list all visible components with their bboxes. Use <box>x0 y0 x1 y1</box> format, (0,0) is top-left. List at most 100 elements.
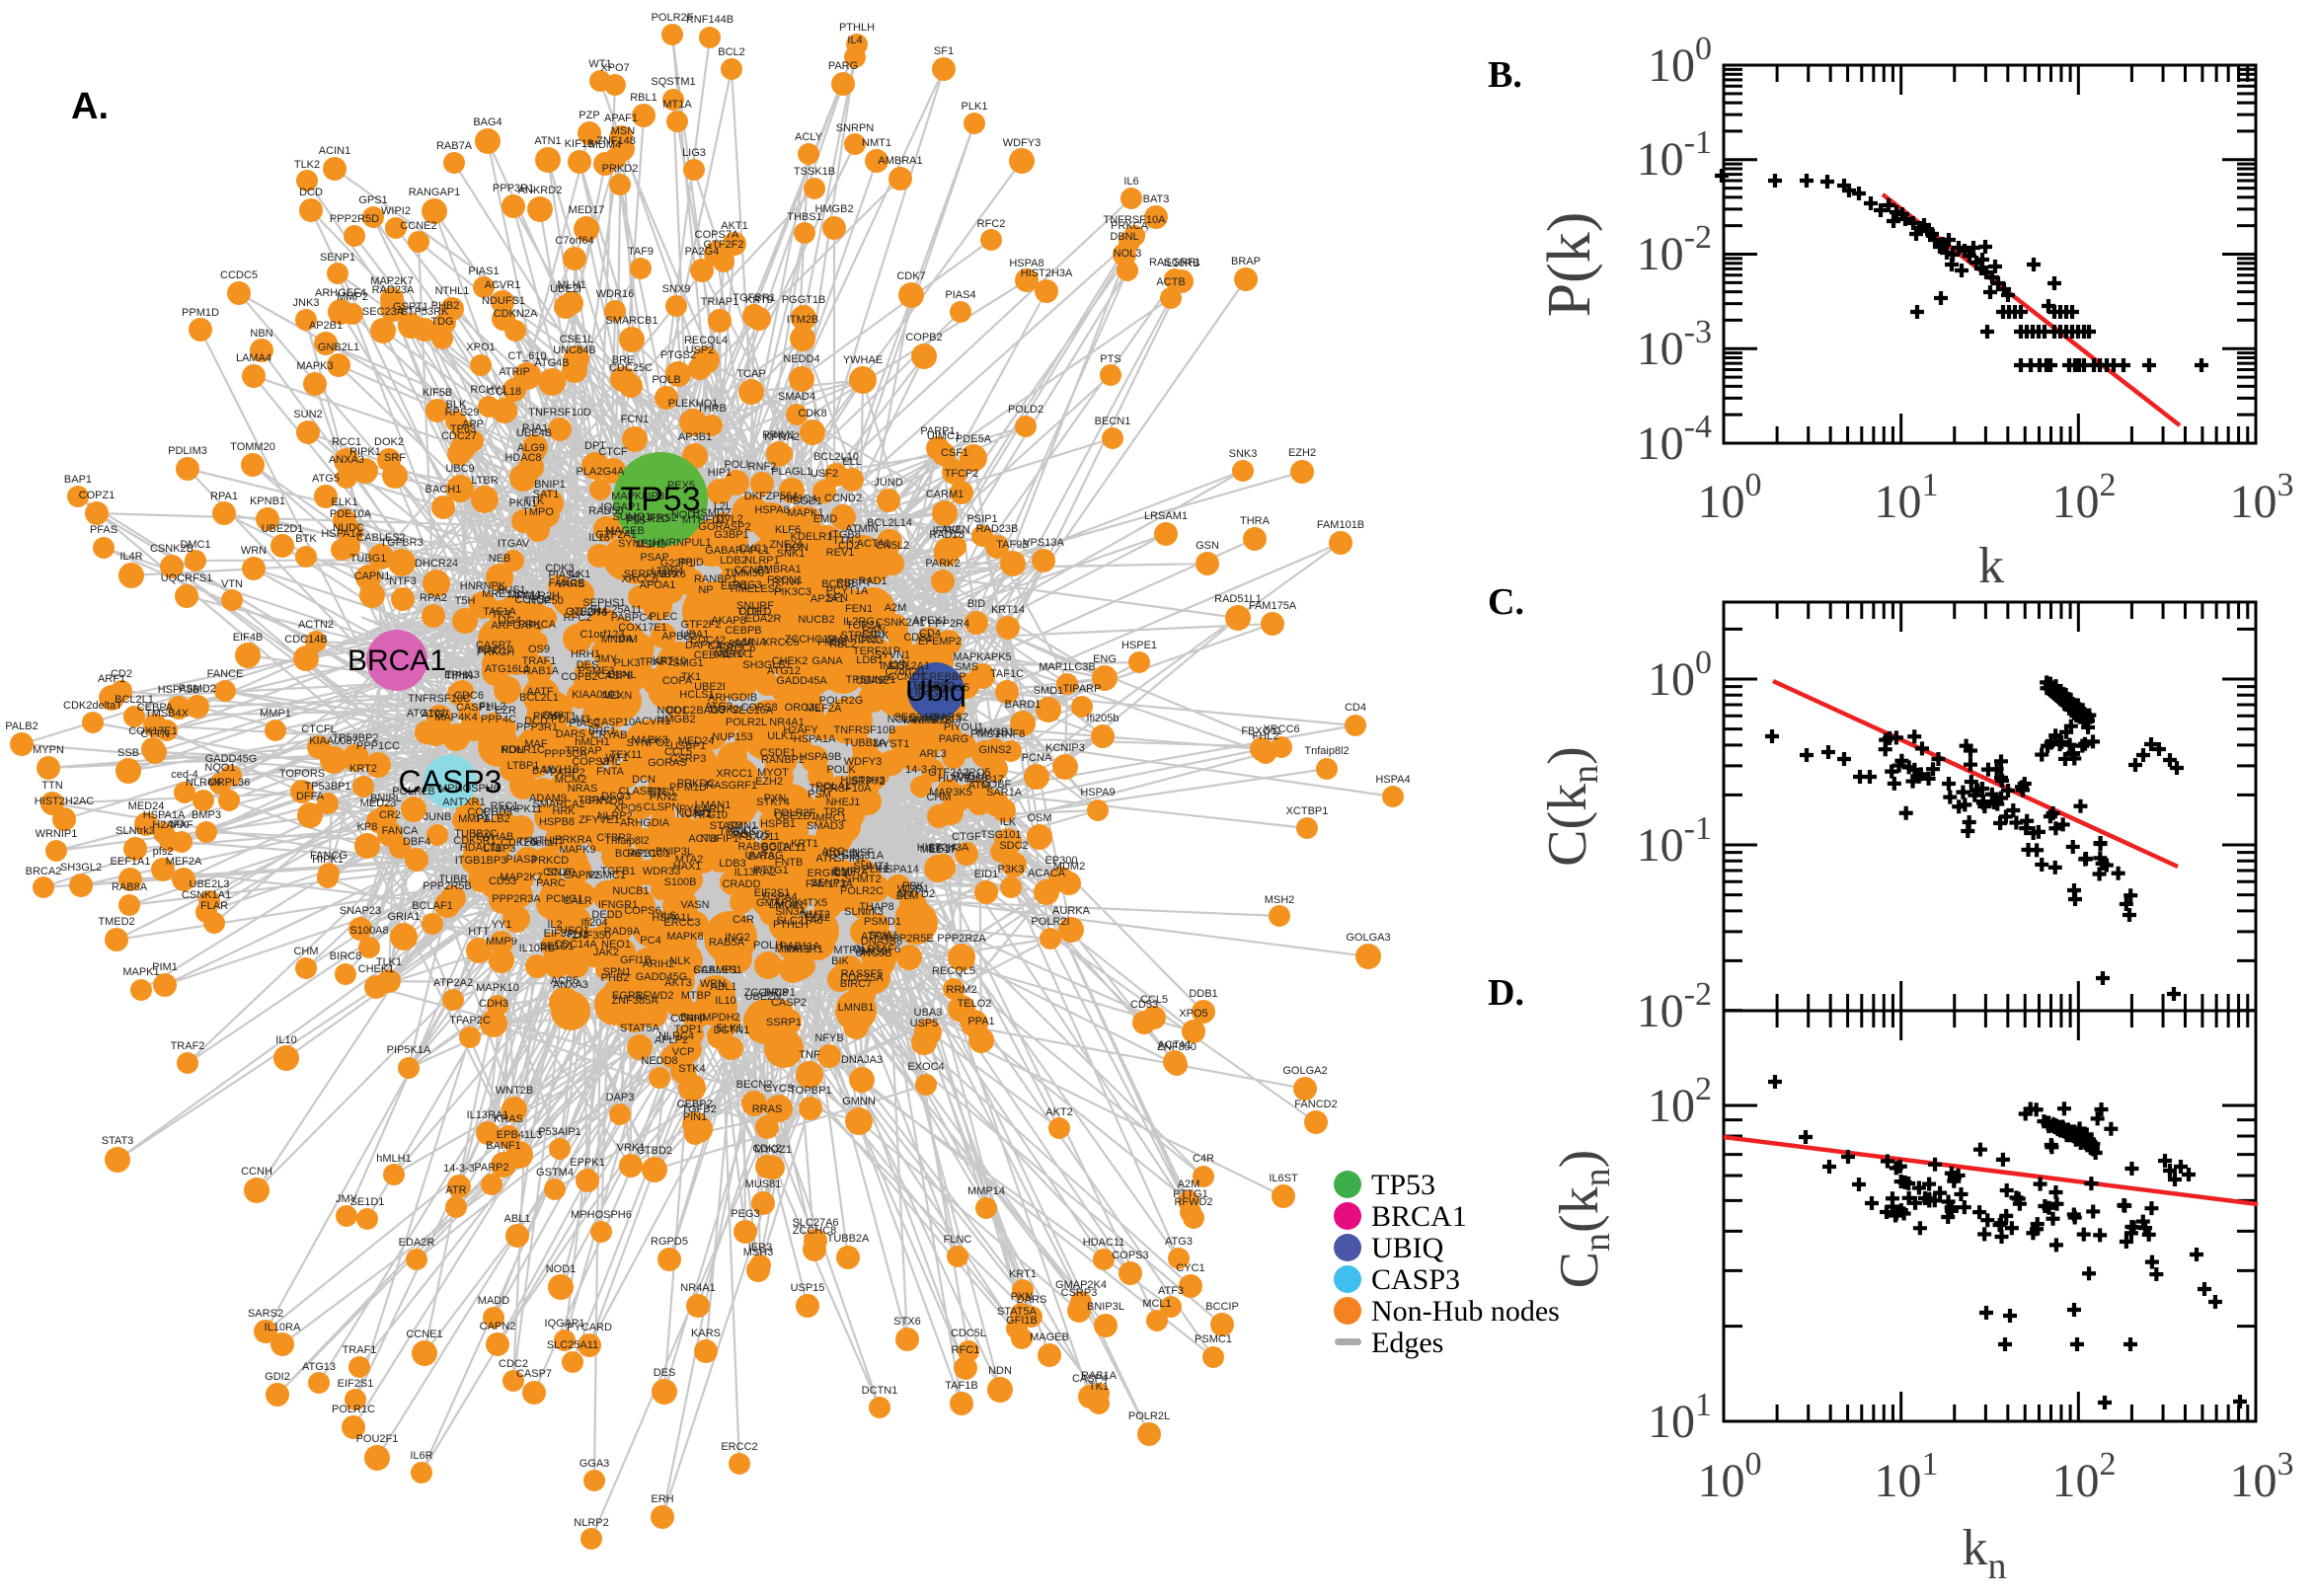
svg-text:ERCC3: ERCC3 <box>663 917 700 929</box>
svg-text:SSRP1: SSRP1 <box>766 1017 802 1028</box>
svg-text:ILK: ILK <box>1000 816 1017 828</box>
svg-text:WIPI2: WIPI2 <box>381 205 411 217</box>
svg-text:ENG: ENG <box>1093 653 1117 665</box>
svg-text:UBC9: UBC9 <box>445 463 474 475</box>
svg-text:XRCC1: XRCC1 <box>716 768 752 780</box>
svg-text:CDKN2A: CDKN2A <box>494 308 538 320</box>
svg-text:LTBP1: LTBP1 <box>507 760 540 772</box>
svg-text:EDA2R: EDA2R <box>399 1237 435 1249</box>
svg-text:PGGT1B: PGGT1B <box>782 294 826 306</box>
svg-text:ITM2B: ITM2B <box>787 314 818 326</box>
svg-text:PYCARD: PYCARD <box>679 803 725 815</box>
svg-text:PMS1: PMS1 <box>970 728 1000 740</box>
svg-text:DCN: DCN <box>632 774 656 786</box>
svg-text:TRAF2: TRAF2 <box>640 656 674 668</box>
svg-text:GADD45G: GADD45G <box>636 971 688 983</box>
svg-text:MAPK10: MAPK10 <box>476 982 518 994</box>
svg-text:MEF2A: MEF2A <box>806 703 842 715</box>
svg-text:CHEK2: CHEK2 <box>772 655 809 667</box>
svg-text:CSNK1A1: CSNK1A1 <box>182 889 231 901</box>
svg-text:PARP2: PARP2 <box>474 1162 508 1174</box>
svg-text:GOLGA2: GOLGA2 <box>1282 1065 1327 1077</box>
svg-text:KIAA0087: KIAA0087 <box>309 735 358 747</box>
svg-text:TNFRSF10A: TNFRSF10A <box>1104 214 1167 226</box>
svg-text:APBB2: APBB2 <box>661 631 696 643</box>
svg-text:REV1: REV1 <box>826 547 855 559</box>
svg-text:ZNF350: ZNF350 <box>572 930 611 942</box>
svg-text:RFC1: RFC1 <box>952 1344 980 1356</box>
svg-text:PEG3: PEG3 <box>731 1208 759 1220</box>
svg-text:MTA2: MTA2 <box>675 854 704 866</box>
svg-text:PFAS: PFAS <box>90 524 117 536</box>
svg-text:TP63: TP63 <box>450 423 476 435</box>
svg-text:CSNK2B: CSNK2B <box>150 543 193 555</box>
svg-text:AURKA: AURKA <box>1052 905 1091 917</box>
svg-text:AP3B1: AP3B1 <box>678 431 712 443</box>
svg-text:ATG5: ATG5 <box>312 473 340 485</box>
svg-text:MAGEB: MAGEB <box>605 525 645 537</box>
svg-text:SNURF: SNURF <box>736 600 774 612</box>
svg-text:RAB7A: RAB7A <box>436 140 473 152</box>
svg-text:WT1: WT1 <box>588 58 611 70</box>
svg-text:KARS: KARS <box>691 1328 721 1339</box>
svg-text:COX17E1: COX17E1 <box>128 725 178 737</box>
svg-text:S100B: S100B <box>663 876 696 888</box>
svg-text:DOK2: DOK2 <box>710 704 739 716</box>
svg-text:hMLH1: hMLH1 <box>376 1153 411 1165</box>
svg-text:CCNH: CCNH <box>241 1166 272 1178</box>
svg-text:HUS1: HUS1 <box>497 584 525 596</box>
svg-text:LRSAM1: LRSAM1 <box>1144 510 1188 522</box>
svg-text:CDK8: CDK8 <box>798 408 826 419</box>
svg-text:TNFRSF10A: TNFRSF10A <box>810 783 873 795</box>
svg-text:PPP3R1: PPP3R1 <box>493 183 534 194</box>
svg-text:RANBP2: RANBP2 <box>761 754 805 766</box>
svg-text:G3BP1: G3BP1 <box>714 529 748 541</box>
svg-text:TPR: TPR <box>823 806 845 818</box>
svg-text:CCL18: CCL18 <box>488 386 521 398</box>
svg-text:COPZ1: COPZ1 <box>79 490 116 501</box>
svg-text:IL2: IL2 <box>547 919 562 931</box>
svg-text:TNFRSF10C: TNFRSF10C <box>408 693 471 705</box>
svg-text:POLR2F: POLR2F <box>652 12 694 24</box>
svg-text:TAF1A: TAF1A <box>483 606 516 618</box>
svg-text:PLK1: PLK1 <box>863 864 889 875</box>
svg-text:MYPN: MYPN <box>33 744 64 756</box>
svg-text:C4R: C4R <box>1193 1153 1214 1165</box>
svg-text:CDK5R1: CDK5R1 <box>453 835 496 847</box>
svg-text:PRKCA: PRKCA <box>518 619 557 631</box>
svg-text:GMNN: GMNN <box>842 1096 876 1107</box>
svg-text:MCL1: MCL1 <box>1142 1298 1171 1310</box>
svg-text:NBN: NBN <box>250 328 272 340</box>
svg-text:PDE5A: PDE5A <box>956 433 992 445</box>
svg-text:POLH: POLH <box>753 940 783 951</box>
svg-text:14-3-3: 14-3-3 <box>443 1163 475 1175</box>
svg-text:PPP2R5D: PPP2R5D <box>330 213 379 225</box>
svg-text:TNFRSF10D: TNFRSF10D <box>528 407 591 418</box>
svg-text:PTS: PTS <box>1100 353 1120 365</box>
svg-text:ZCCHC8: ZCCHC8 <box>744 987 789 999</box>
svg-text:GGA3: GGA3 <box>579 1458 610 1470</box>
svg-text:OSM: OSM <box>1027 812 1051 824</box>
svg-text:MAP2K7: MAP2K7 <box>370 275 413 287</box>
svg-text:MMP1: MMP1 <box>260 708 291 720</box>
svg-text:TX5: TX5 <box>808 897 827 909</box>
svg-text:MAPK3: MAPK3 <box>631 734 667 746</box>
svg-text:YWHAE: YWHAE <box>843 354 883 366</box>
svg-text:FANCG: FANCG <box>310 850 347 862</box>
svg-text:BAP1: BAP1 <box>64 474 92 486</box>
svg-text:ATG101: ATG101 <box>407 708 446 720</box>
svg-text:POLR2D: POLR2D <box>626 513 669 525</box>
svg-text:POLR2B: POLR2B <box>392 786 434 798</box>
svg-text:USP5: USP5 <box>910 1018 939 1029</box>
svg-text:BAG3: BAG3 <box>696 705 725 717</box>
svg-text:PSMD2: PSMD2 <box>179 683 216 695</box>
svg-text:IL6: IL6 <box>660 910 675 922</box>
svg-text:UBE2I: UBE2I <box>694 681 726 693</box>
svg-text:NEO1: NEO1 <box>601 939 631 950</box>
svg-text:SSB: SSB <box>117 747 139 759</box>
svg-text:CYC1: CYC1 <box>1176 1262 1204 1274</box>
svg-text:ATP2A2: ATP2A2 <box>433 977 473 989</box>
svg-text:RAD50: RAD50 <box>588 505 623 517</box>
svg-text:Edges: Edges <box>1371 1327 1443 1359</box>
svg-text:SOD1: SOD1 <box>793 495 822 507</box>
